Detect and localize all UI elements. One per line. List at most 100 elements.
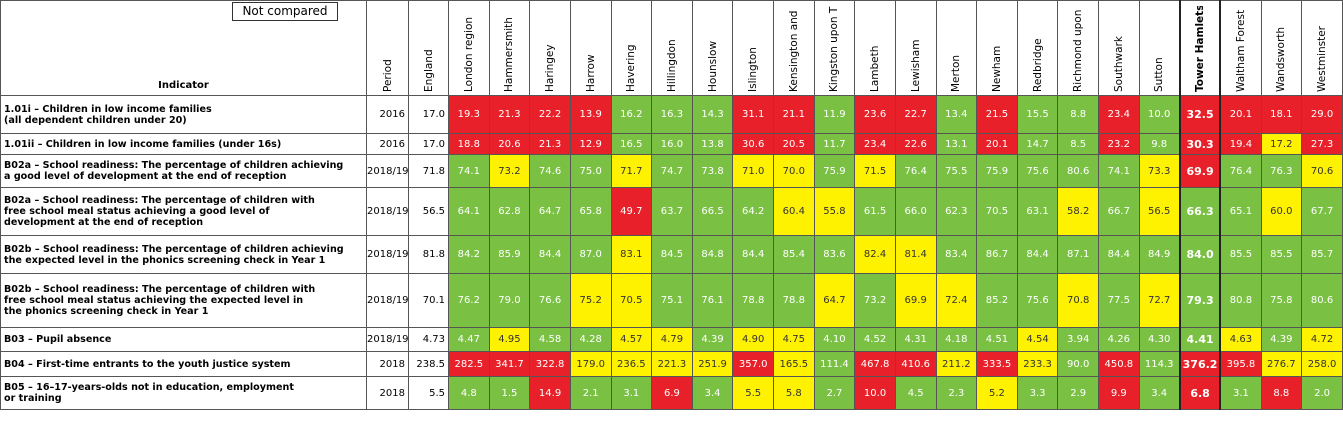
header-text: Islington	[747, 47, 760, 92]
value-cell: 20.1	[976, 133, 1018, 155]
value-cell: 73.2	[488, 154, 531, 188]
value-cell: 64.7	[529, 187, 571, 236]
value-cell: 4.18	[935, 327, 978, 352]
value-cell: 16.2	[610, 95, 653, 134]
value-cell: 4.79	[651, 327, 693, 352]
value-cell: 4.31	[894, 327, 937, 352]
value-cell: 84.4	[1098, 235, 1140, 274]
value-cell: 179.0	[569, 351, 612, 377]
indicator-line: B05 – 16–17-years-olds not in education,…	[4, 382, 294, 393]
value-cell: 90.0	[1057, 351, 1099, 377]
value-cell: 80.8	[1219, 273, 1262, 328]
header-text: Kingston upon T	[828, 6, 841, 92]
value-cell: 13.8	[691, 133, 734, 155]
header-text: England	[422, 49, 435, 92]
value-cell: 15.5	[1016, 95, 1059, 134]
value-cell: 11.9	[813, 95, 856, 134]
indicator-line: 1.01ii – Children in low income families…	[4, 138, 282, 150]
header-row: Indicator Period England London region Ha…	[0, 0, 1343, 96]
value-cell: 82.4	[854, 235, 896, 274]
value-cell: 20.6	[488, 133, 531, 155]
indicator-line: B02a – School readiness: The percentage …	[4, 160, 344, 171]
value-cell: 19.4	[1219, 133, 1262, 155]
area-header: Waltham Forest	[1219, 0, 1262, 96]
value-cell: 29.0	[1301, 95, 1343, 134]
value-cell: 221.3	[651, 351, 693, 377]
value-cell: 84.4	[1016, 235, 1059, 274]
value-cell: 4.58	[529, 327, 571, 352]
value-cell: 19.3	[448, 95, 490, 134]
period-cell: 2018	[366, 376, 409, 410]
value-cell: 3.4	[691, 376, 734, 410]
value-cell: 61.5	[854, 187, 896, 236]
data-row: B05 – 16–17-years-olds not in education,…	[0, 376, 1343, 410]
value-cell: 83.1	[610, 235, 653, 274]
area-header: Kensington and	[773, 0, 815, 96]
area-header: Wandsworth	[1260, 0, 1303, 96]
value-cell: 58.2	[1057, 187, 1099, 236]
indicator-line: B02b – School readiness: The percentage …	[4, 284, 316, 295]
value-cell: 76.3	[1260, 154, 1303, 188]
england-cell: 56.5	[408, 187, 449, 236]
header-text: Period	[381, 59, 394, 92]
value-cell: 4.8	[448, 376, 490, 410]
value-cell: 55.8	[813, 187, 856, 236]
value-cell: 31.1	[732, 95, 774, 134]
value-cell: 73.3	[1138, 154, 1181, 188]
value-cell: 77.5	[1098, 273, 1140, 328]
indicator-line: B03 – Pupil absence	[4, 334, 112, 345]
value-cell: 395.8	[1219, 351, 1262, 377]
value-cell: 357.0	[732, 351, 774, 377]
value-cell: 85.2	[976, 273, 1018, 328]
area-header: Redbridge	[1016, 0, 1059, 96]
value-cell: 3.3	[1016, 376, 1059, 410]
area-header: Havering	[610, 0, 653, 96]
value-cell: 84.4	[529, 235, 571, 274]
value-cell: 4.26	[1098, 327, 1140, 352]
england-cell: 71.8	[408, 154, 449, 188]
value-cell: 2.0	[1301, 376, 1343, 410]
value-cell: 11.7	[813, 133, 856, 155]
value-cell: 111.4	[813, 351, 856, 377]
period-cell: 2018/19	[366, 187, 409, 236]
value-cell: 87.0	[569, 235, 612, 274]
indicator-line: the expected level in the phonics screen…	[4, 254, 326, 266]
value-cell: 71.7	[610, 154, 653, 188]
indicator-cell: B02a – School readiness: The percentage …	[0, 154, 367, 188]
value-cell: 75.6	[1016, 273, 1059, 328]
area-header: Tower Hamlets	[1178, 0, 1222, 96]
value-cell: 84.4	[732, 235, 774, 274]
value-cell: 75.1	[651, 273, 693, 328]
value-cell: 13.1	[935, 133, 978, 155]
value-cell: 21.3	[529, 133, 571, 155]
value-cell: 4.39	[1260, 327, 1303, 352]
value-cell: 75.9	[976, 154, 1018, 188]
value-cell: 74.1	[448, 154, 490, 188]
value-cell: 79.0	[488, 273, 531, 328]
value-cell: 86.7	[976, 235, 1018, 274]
value-cell: 12.9	[569, 133, 612, 155]
value-cell: 84.8	[691, 235, 734, 274]
value-cell: 6.9	[651, 376, 693, 410]
value-cell: 322.8	[529, 351, 571, 377]
period-cell: 2018/19	[366, 235, 409, 274]
value-cell: 13.4	[935, 95, 978, 134]
value-cell: 376.2	[1178, 351, 1222, 377]
value-cell: 69.9	[894, 273, 937, 328]
value-cell: 70.5	[610, 273, 653, 328]
value-cell: 4.51	[976, 327, 1018, 352]
value-cell: 56.5	[1138, 187, 1181, 236]
area-header: Southwark	[1098, 0, 1140, 96]
value-cell: 23.2	[1098, 133, 1140, 155]
value-cell: 410.6	[894, 351, 937, 377]
value-cell: 4.90	[732, 327, 774, 352]
value-cell: 78.8	[732, 273, 774, 328]
value-cell: 4.30	[1138, 327, 1181, 352]
value-cell: 71.5	[854, 154, 896, 188]
value-cell: 4.63	[1219, 327, 1262, 352]
value-cell: 8.5	[1057, 133, 1099, 155]
header-text: Lewisham	[909, 39, 922, 92]
value-cell: 9.9	[1098, 376, 1140, 410]
area-header: Harrow	[569, 0, 612, 96]
data-row: B03 – Pupil absence 2018/19 4.73 4.47 4.95 4.…	[0, 327, 1343, 352]
